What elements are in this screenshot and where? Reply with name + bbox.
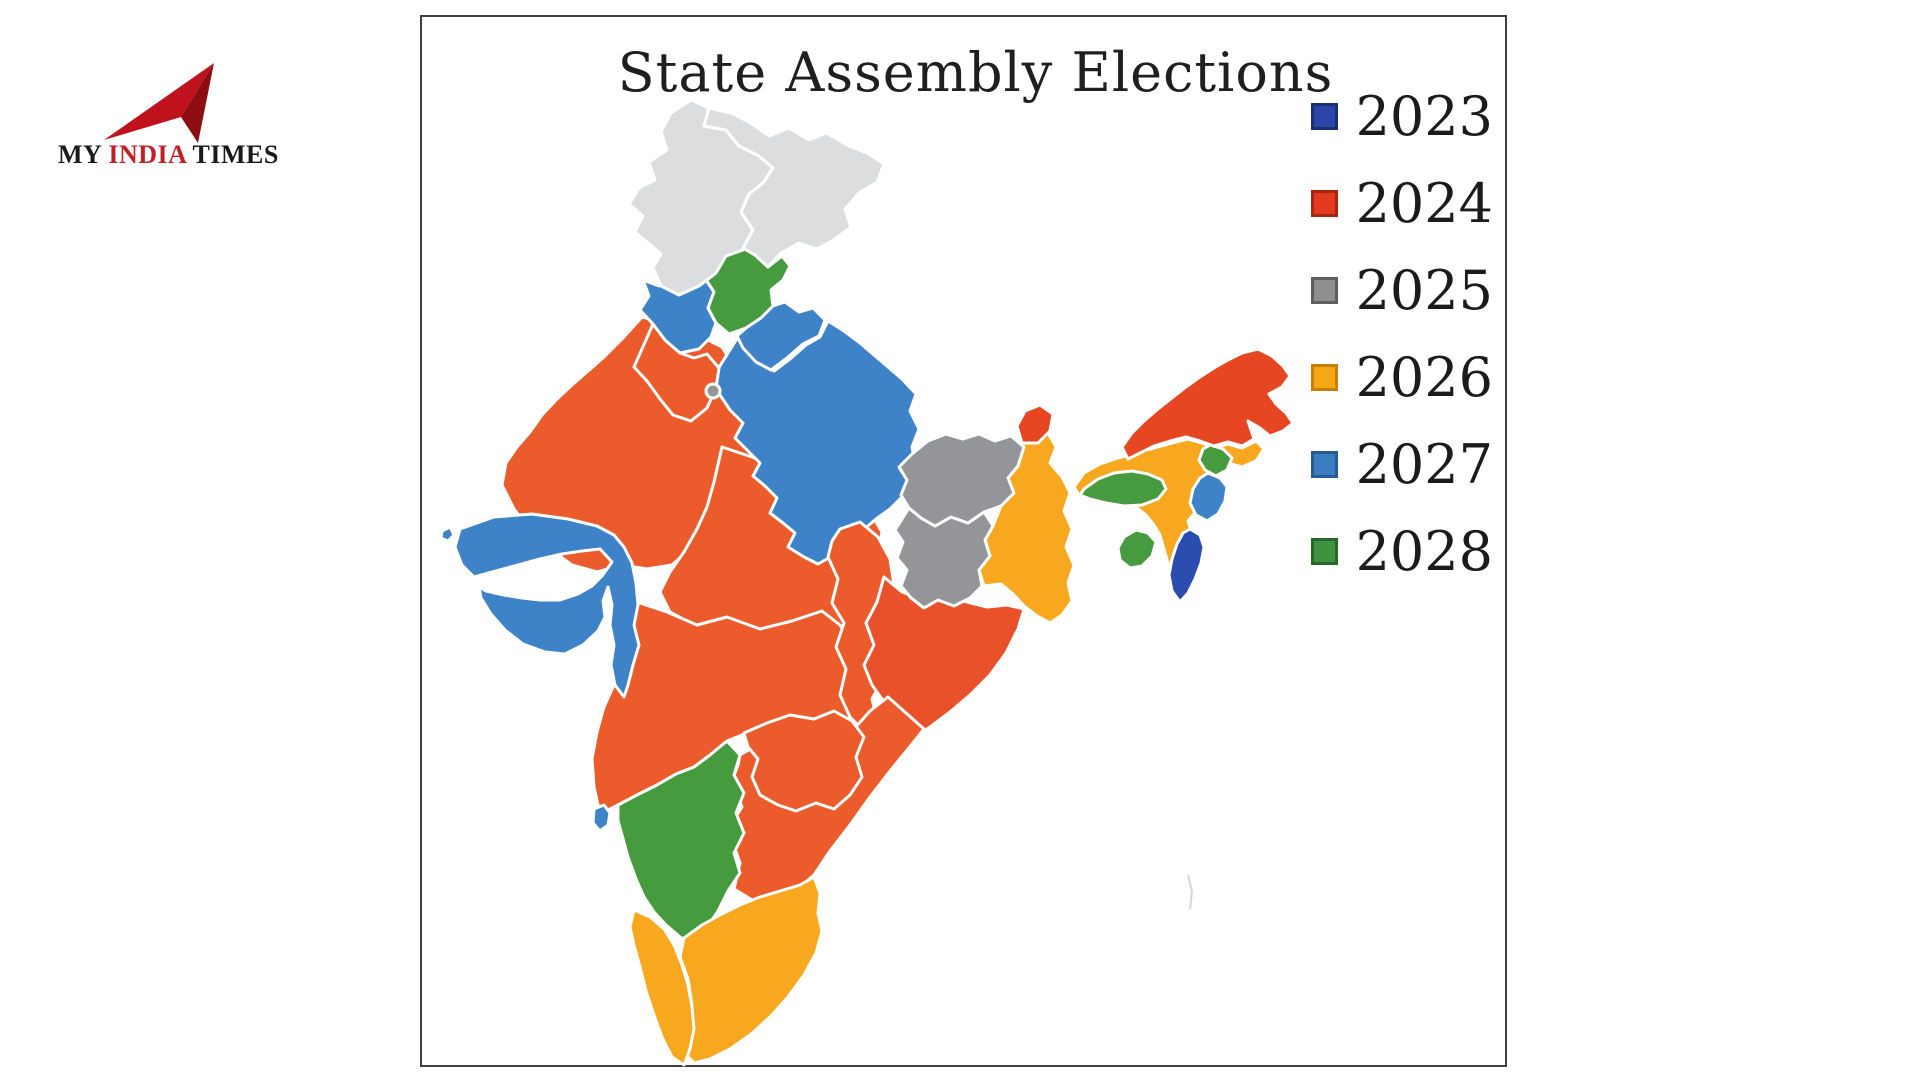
state-bihar bbox=[897, 432, 1026, 528]
state-telangana bbox=[742, 709, 866, 813]
state-arunachal-pradesh bbox=[1120, 347, 1295, 461]
state-delhi bbox=[704, 382, 722, 400]
legend-item-2026: 2026 bbox=[1310, 334, 1493, 421]
legend-swatch-2026 bbox=[1310, 364, 1338, 391]
legend-swatch-2024 bbox=[1310, 190, 1338, 217]
map-title: State Assembly Elections bbox=[617, 41, 1334, 104]
state-gujarat-island bbox=[439, 525, 456, 543]
legend-label-2025: 2025 bbox=[1355, 258, 1493, 322]
state-meghalaya bbox=[1078, 469, 1168, 508]
map-legend: 2023 2024 2025 2026 2027 2028 bbox=[1310, 73, 1493, 595]
state-ladakh bbox=[702, 106, 886, 269]
state-uttarakhand bbox=[735, 300, 827, 372]
brand-logo: MY INDIA TIMES bbox=[58, 52, 278, 177]
legend-label-2023: 2023 bbox=[1355, 84, 1493, 148]
state-assam bbox=[1072, 437, 1266, 577]
legend-swatch-2028 bbox=[1310, 538, 1338, 565]
state-manipur bbox=[1188, 471, 1229, 523]
brand-word-my: MY bbox=[58, 140, 102, 169]
legend-swatch-2025 bbox=[1310, 277, 1338, 304]
legend-item-2025: 2025 bbox=[1310, 247, 1493, 334]
state-haryana bbox=[632, 322, 721, 423]
legend-label-2028: 2028 bbox=[1355, 519, 1493, 583]
brand-wordmark: MY INDIA TIMES bbox=[58, 140, 278, 170]
legend-item-2023: 2023 bbox=[1310, 73, 1493, 160]
andaman-islands-faint bbox=[1187, 874, 1194, 910]
legend-item-2028: 2028 bbox=[1310, 508, 1493, 595]
state-karnataka bbox=[616, 739, 746, 947]
state-kerala bbox=[628, 908, 696, 1067]
legend-swatch-2023 bbox=[1310, 103, 1338, 130]
legend-swatch-2027 bbox=[1310, 451, 1338, 478]
state-maharashtra bbox=[590, 600, 874, 816]
state-goa bbox=[591, 803, 612, 833]
map-card: State Assembly Elections 2023 2024 2025 … bbox=[420, 15, 1507, 1067]
brand-word-times: TIMES bbox=[192, 140, 279, 169]
india-election-map bbox=[439, 98, 1295, 1067]
state-sikkim bbox=[1015, 403, 1055, 445]
legend-label-2026: 2026 bbox=[1355, 345, 1493, 409]
state-tripura bbox=[1116, 528, 1158, 570]
paper-plane-logo-icon bbox=[104, 63, 214, 143]
state-gujarat bbox=[453, 512, 641, 699]
legend-label-2024: 2024 bbox=[1355, 171, 1493, 235]
state-jharkhand bbox=[893, 506, 995, 610]
legend-item-2024: 2024 bbox=[1310, 160, 1493, 247]
state-mizoram bbox=[1167, 527, 1206, 604]
legend-label-2027: 2027 bbox=[1355, 432, 1493, 496]
brand-word-india: INDIA bbox=[108, 140, 186, 169]
legend-item-2027: 2027 bbox=[1310, 421, 1493, 508]
